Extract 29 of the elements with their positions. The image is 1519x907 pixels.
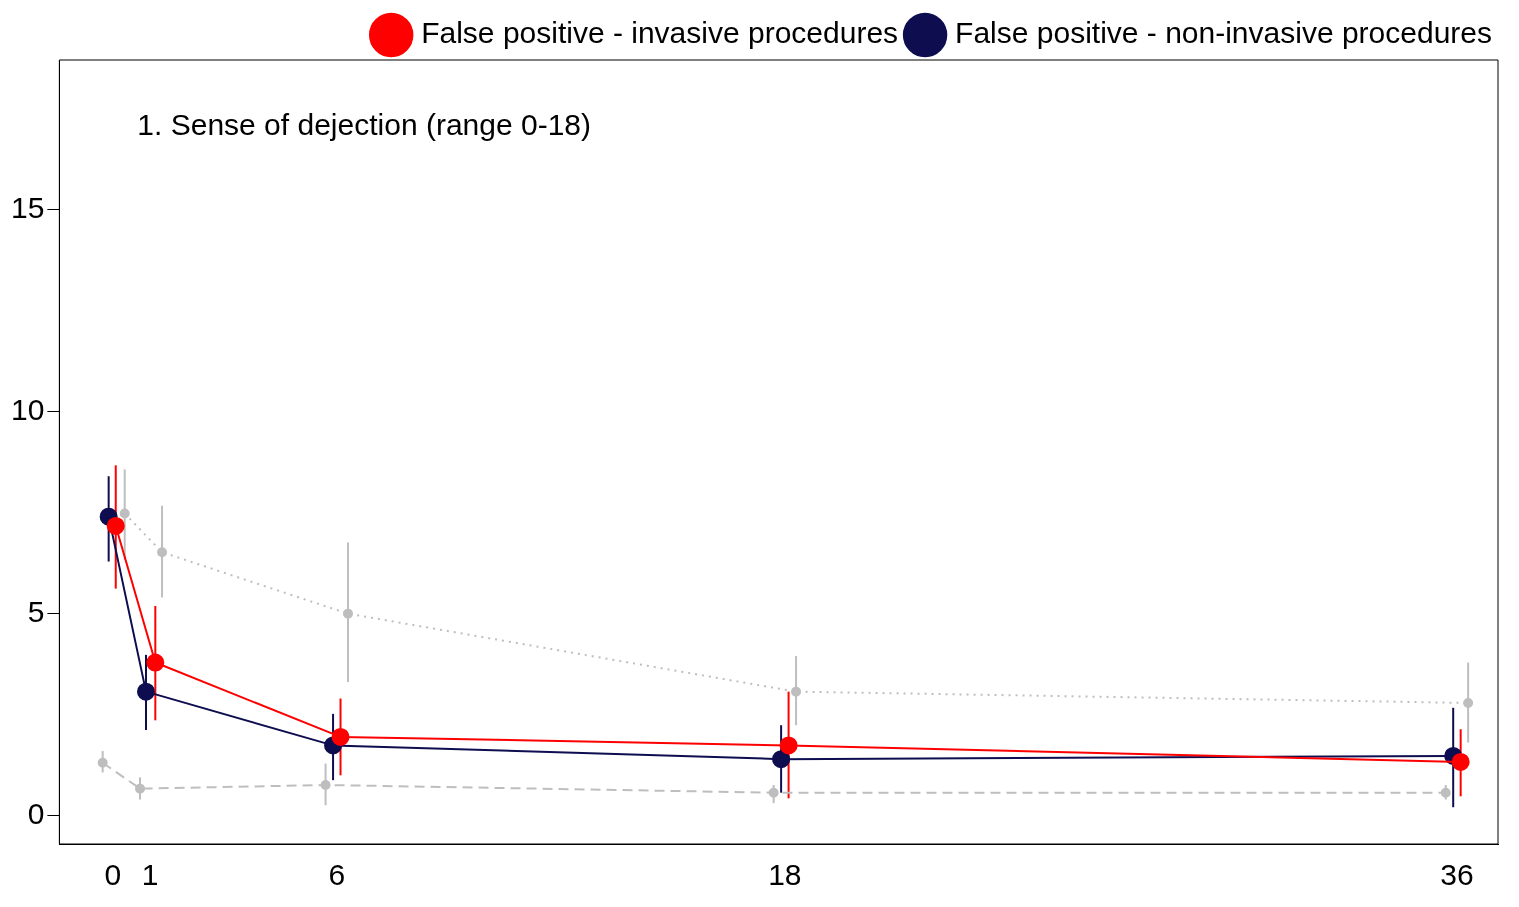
y-tick-label: 5 <box>27 594 45 628</box>
point <box>97 757 108 768</box>
x-tick-label: 6 <box>328 858 346 892</box>
point <box>146 653 165 672</box>
text: 1. Sense of dejection (range 0-18) <box>137 108 591 142</box>
legend-label: False positive - invasive procedures <box>421 16 899 50</box>
point <box>331 727 350 746</box>
x-tick-label: 1 <box>141 858 159 892</box>
point <box>135 783 146 794</box>
x-tick-label: 36 <box>1440 858 1474 892</box>
x-tick-label: 0 <box>104 858 122 892</box>
point <box>119 508 130 519</box>
point <box>1463 697 1474 708</box>
point <box>779 736 798 755</box>
point <box>136 682 155 701</box>
y-tick-label: 15 <box>10 190 45 224</box>
y-tick-label: 0 <box>27 796 45 830</box>
x-tick-label: 18 <box>768 858 802 892</box>
y-tick-label: 10 <box>10 392 45 426</box>
legend-label: False positive - non-invasive procedures <box>955 16 1493 50</box>
point <box>342 608 353 619</box>
point <box>320 780 331 790</box>
point <box>106 516 125 535</box>
point <box>772 750 791 769</box>
point <box>1451 752 1470 771</box>
point <box>1440 787 1451 798</box>
point <box>768 787 779 798</box>
point <box>791 686 802 697</box>
point <box>157 547 168 558</box>
